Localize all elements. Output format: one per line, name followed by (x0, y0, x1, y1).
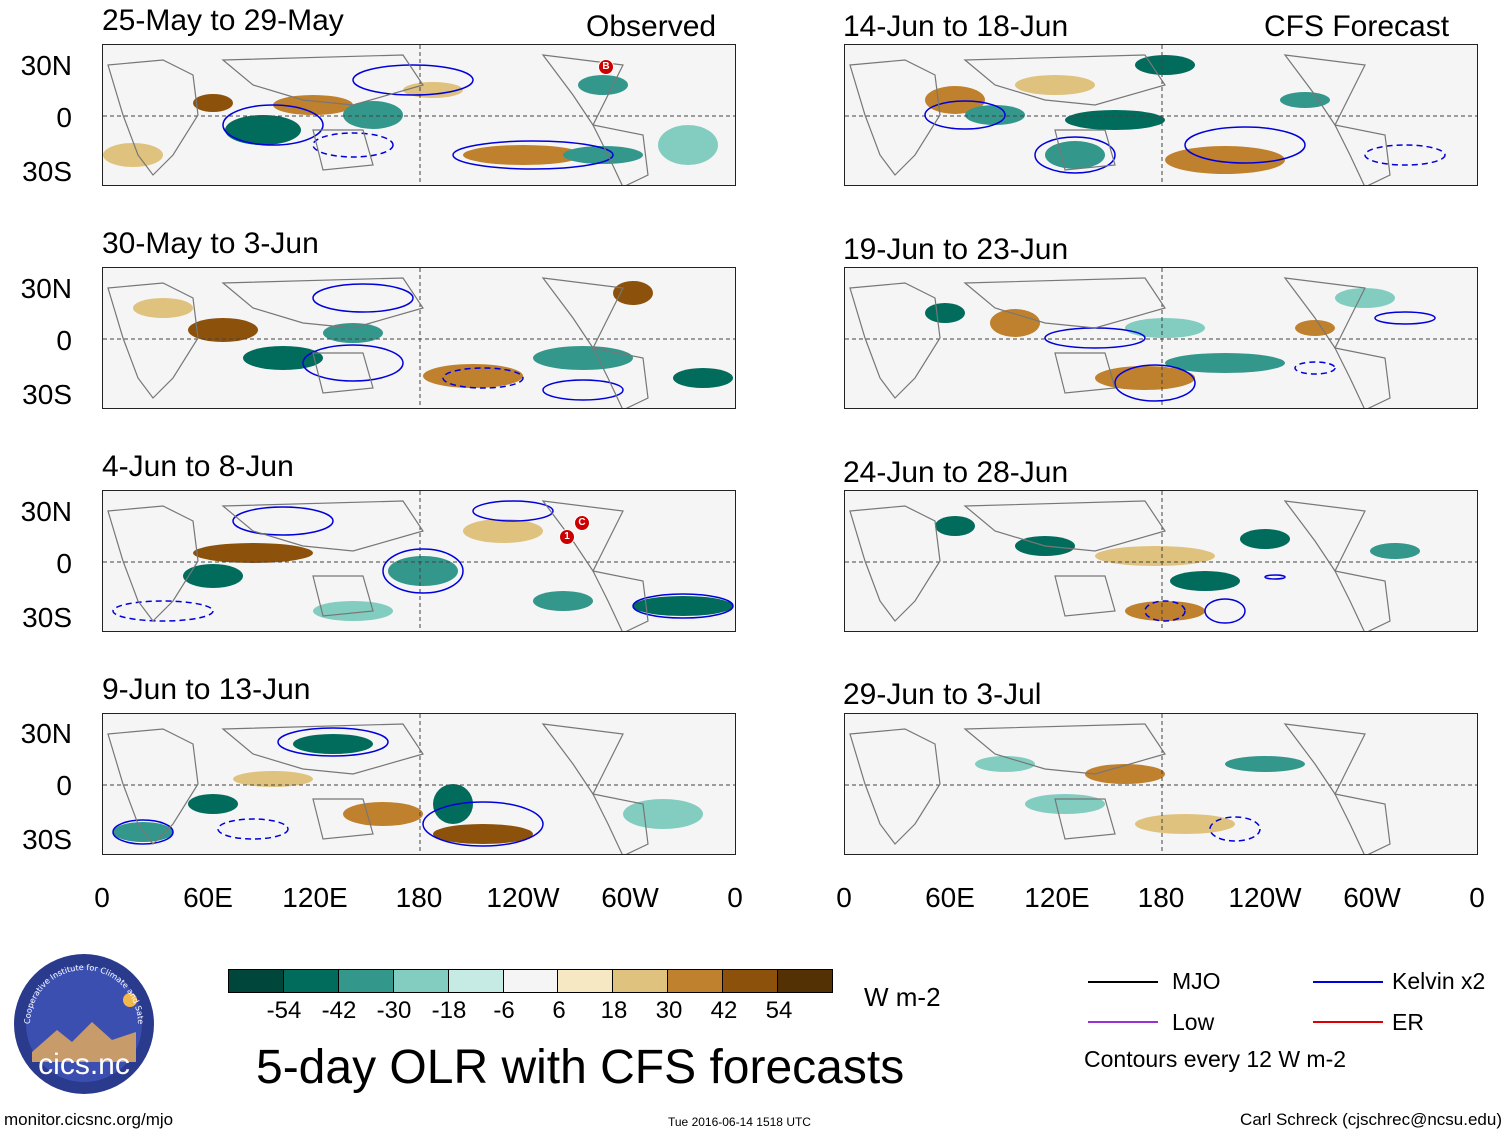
olr-field (845, 45, 1477, 185)
lon-label-60w: 60W (1343, 882, 1401, 913)
colorbar-tick-label: 6 (552, 997, 566, 1024)
colorbar-swatch (337, 970, 393, 992)
lat-30s-label: 30S (22, 379, 72, 410)
panel-3-title: 4-Jun to 8-Jun (102, 450, 294, 483)
lon-label-60e: 60E (925, 882, 975, 913)
colorbar-tick-label: -6 (493, 997, 515, 1024)
colorbar-swatch (722, 970, 778, 992)
colorbar-tick-label: -54 (266, 997, 302, 1024)
storm-c-marker: C (574, 515, 590, 531)
lat-30n-label: 30N (20, 496, 72, 527)
map-panel-forecast-2 (844, 267, 1478, 409)
storm-b-marker: B (598, 59, 614, 75)
legend-kelvin-line (1313, 981, 1383, 983)
colorbar-swatch (612, 970, 668, 992)
lon-label-60w: 60W (601, 882, 659, 913)
panel-1-title: 25-May to 29-May (102, 4, 344, 37)
panel-5-title: 14-Jun to 18-Jun (843, 10, 1069, 43)
lon-label-120e: 120E (282, 882, 348, 913)
colorbar-swatch (392, 970, 448, 992)
colorbar-units: W m-2 (864, 982, 941, 1012)
legend-kelvin-label: Kelvin x2 (1392, 968, 1486, 994)
lat-0-label: 0 (56, 102, 72, 133)
olr-field (103, 714, 735, 854)
lat-30n-label: 30N (20, 718, 72, 749)
contour-note: Contours every 12 W m-2 (1084, 1046, 1347, 1072)
observed-tag: Observed (586, 10, 717, 43)
lon-label-180: 180 (395, 882, 443, 913)
logo-text: cics.nc (38, 1048, 130, 1081)
lon-label-60e: 60E (183, 882, 233, 913)
olr-colorbar (228, 969, 833, 993)
lon-label-120w: 120W (486, 882, 560, 913)
map-panel-forecast-3 (844, 490, 1478, 632)
lat-0-label: 0 (56, 770, 72, 801)
olr-field (845, 714, 1477, 854)
lon-label-0: 0 (1469, 882, 1485, 913)
colorbar-tick-label: 42 (710, 997, 738, 1024)
lon-label-120w: 120W (1228, 882, 1302, 913)
map-panel-observed-2 (102, 267, 736, 409)
cics-logo: Cooperative Institute for Climate and Sa… (10, 945, 156, 1096)
legend-low-label: Low (1172, 1009, 1215, 1035)
colorbar-swatch (777, 970, 832, 992)
colorbar-tick-label: 54 (765, 997, 793, 1024)
map-panel-observed-1: B (102, 44, 736, 186)
lat-30s-label: 30S (22, 156, 72, 187)
legend-mjo-label: MJO (1172, 968, 1221, 994)
footer-credit: Carl Schreck (cjschrec@ncsu.edu) (1240, 1110, 1502, 1129)
lat-30s-label: 30S (22, 824, 72, 855)
colorbar-tick-label: -30 (376, 997, 412, 1024)
map-panel-observed-4 (102, 713, 736, 855)
lon-label-0: 0 (836, 882, 852, 913)
colorbar-swatch (447, 970, 503, 992)
map-panel-forecast-4 (844, 713, 1478, 855)
panel-6-title: 19-Jun to 23-Jun (843, 233, 1069, 266)
colorbar-tick-label: 30 (655, 997, 683, 1024)
panel-4-title: 9-Jun to 13-Jun (102, 673, 311, 706)
legend-mjo-line (1088, 981, 1158, 983)
colorbar-swatch (667, 970, 723, 992)
lat-30n-label: 30N (20, 50, 72, 81)
lat-0-label: 0 (56, 325, 72, 356)
footer-url: monitor.cicsnc.org/mjo (4, 1110, 174, 1129)
lat-30n-label: 30N (20, 273, 72, 304)
colorbar-swatch (282, 970, 338, 992)
figure-title: 5-day OLR with CFS forecasts (256, 1041, 905, 1094)
panel-7-title: 24-Jun to 28-Jun (843, 456, 1069, 489)
colorbar-tick-label: -42 (321, 997, 357, 1024)
footer-timestamp: Tue 2016-06-14 1518 UTC (668, 1115, 811, 1129)
olr-field (845, 268, 1477, 408)
legend-er-line (1313, 1021, 1383, 1023)
olr-field (103, 491, 735, 631)
olr-field (103, 45, 735, 185)
colorbar-tick-label: -18 (431, 997, 467, 1024)
panel-8-title: 29-Jun to 3-Jul (843, 678, 1042, 711)
olr-field (845, 491, 1477, 631)
lat-30s-label: 30S (22, 602, 72, 633)
lon-label-0: 0 (727, 882, 743, 913)
colorbar-swatch (502, 970, 558, 992)
map-panel-observed-3: C 1 (102, 490, 736, 632)
lon-label-120e: 120E (1024, 882, 1090, 913)
forecast-tag: CFS Forecast (1264, 10, 1450, 43)
map-panel-forecast-1 (844, 44, 1478, 186)
colorbar-swatch (229, 970, 283, 992)
olr-field (103, 268, 735, 408)
panel-2-title: 30-May to 3-Jun (102, 227, 319, 260)
lon-label-180: 180 (1137, 882, 1185, 913)
colorbar-swatch (557, 970, 613, 992)
legend-low-line (1088, 1021, 1158, 1023)
legend-er-label: ER (1392, 1009, 1424, 1035)
lat-0-label: 0 (56, 548, 72, 579)
lon-label-0: 0 (94, 882, 110, 913)
storm-1-marker: 1 (559, 529, 575, 545)
colorbar-tick-label: 18 (600, 997, 628, 1024)
